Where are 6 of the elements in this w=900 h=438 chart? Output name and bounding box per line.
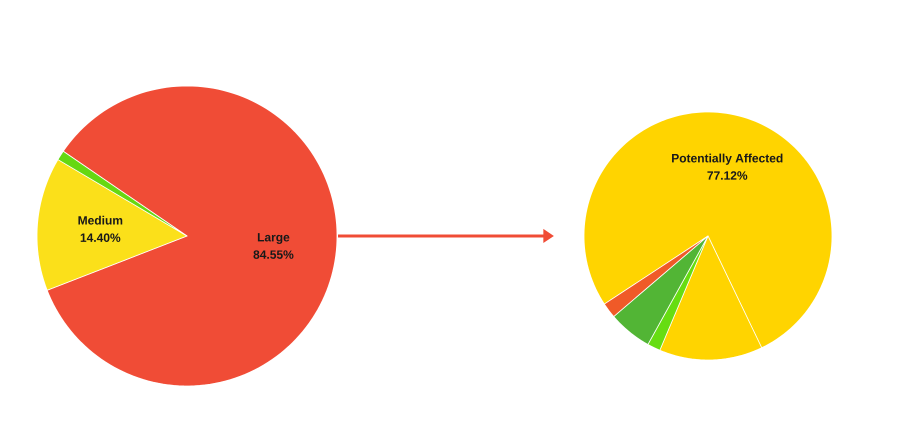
data-label: 84.55% xyxy=(253,250,294,259)
slice-label: Medium xyxy=(78,216,122,225)
slice-label: Large xyxy=(258,233,290,244)
data-label: 77.12% xyxy=(707,171,748,180)
data-label: 14.40% xyxy=(80,233,120,242)
slice-label: Potentially Affected xyxy=(672,154,782,165)
